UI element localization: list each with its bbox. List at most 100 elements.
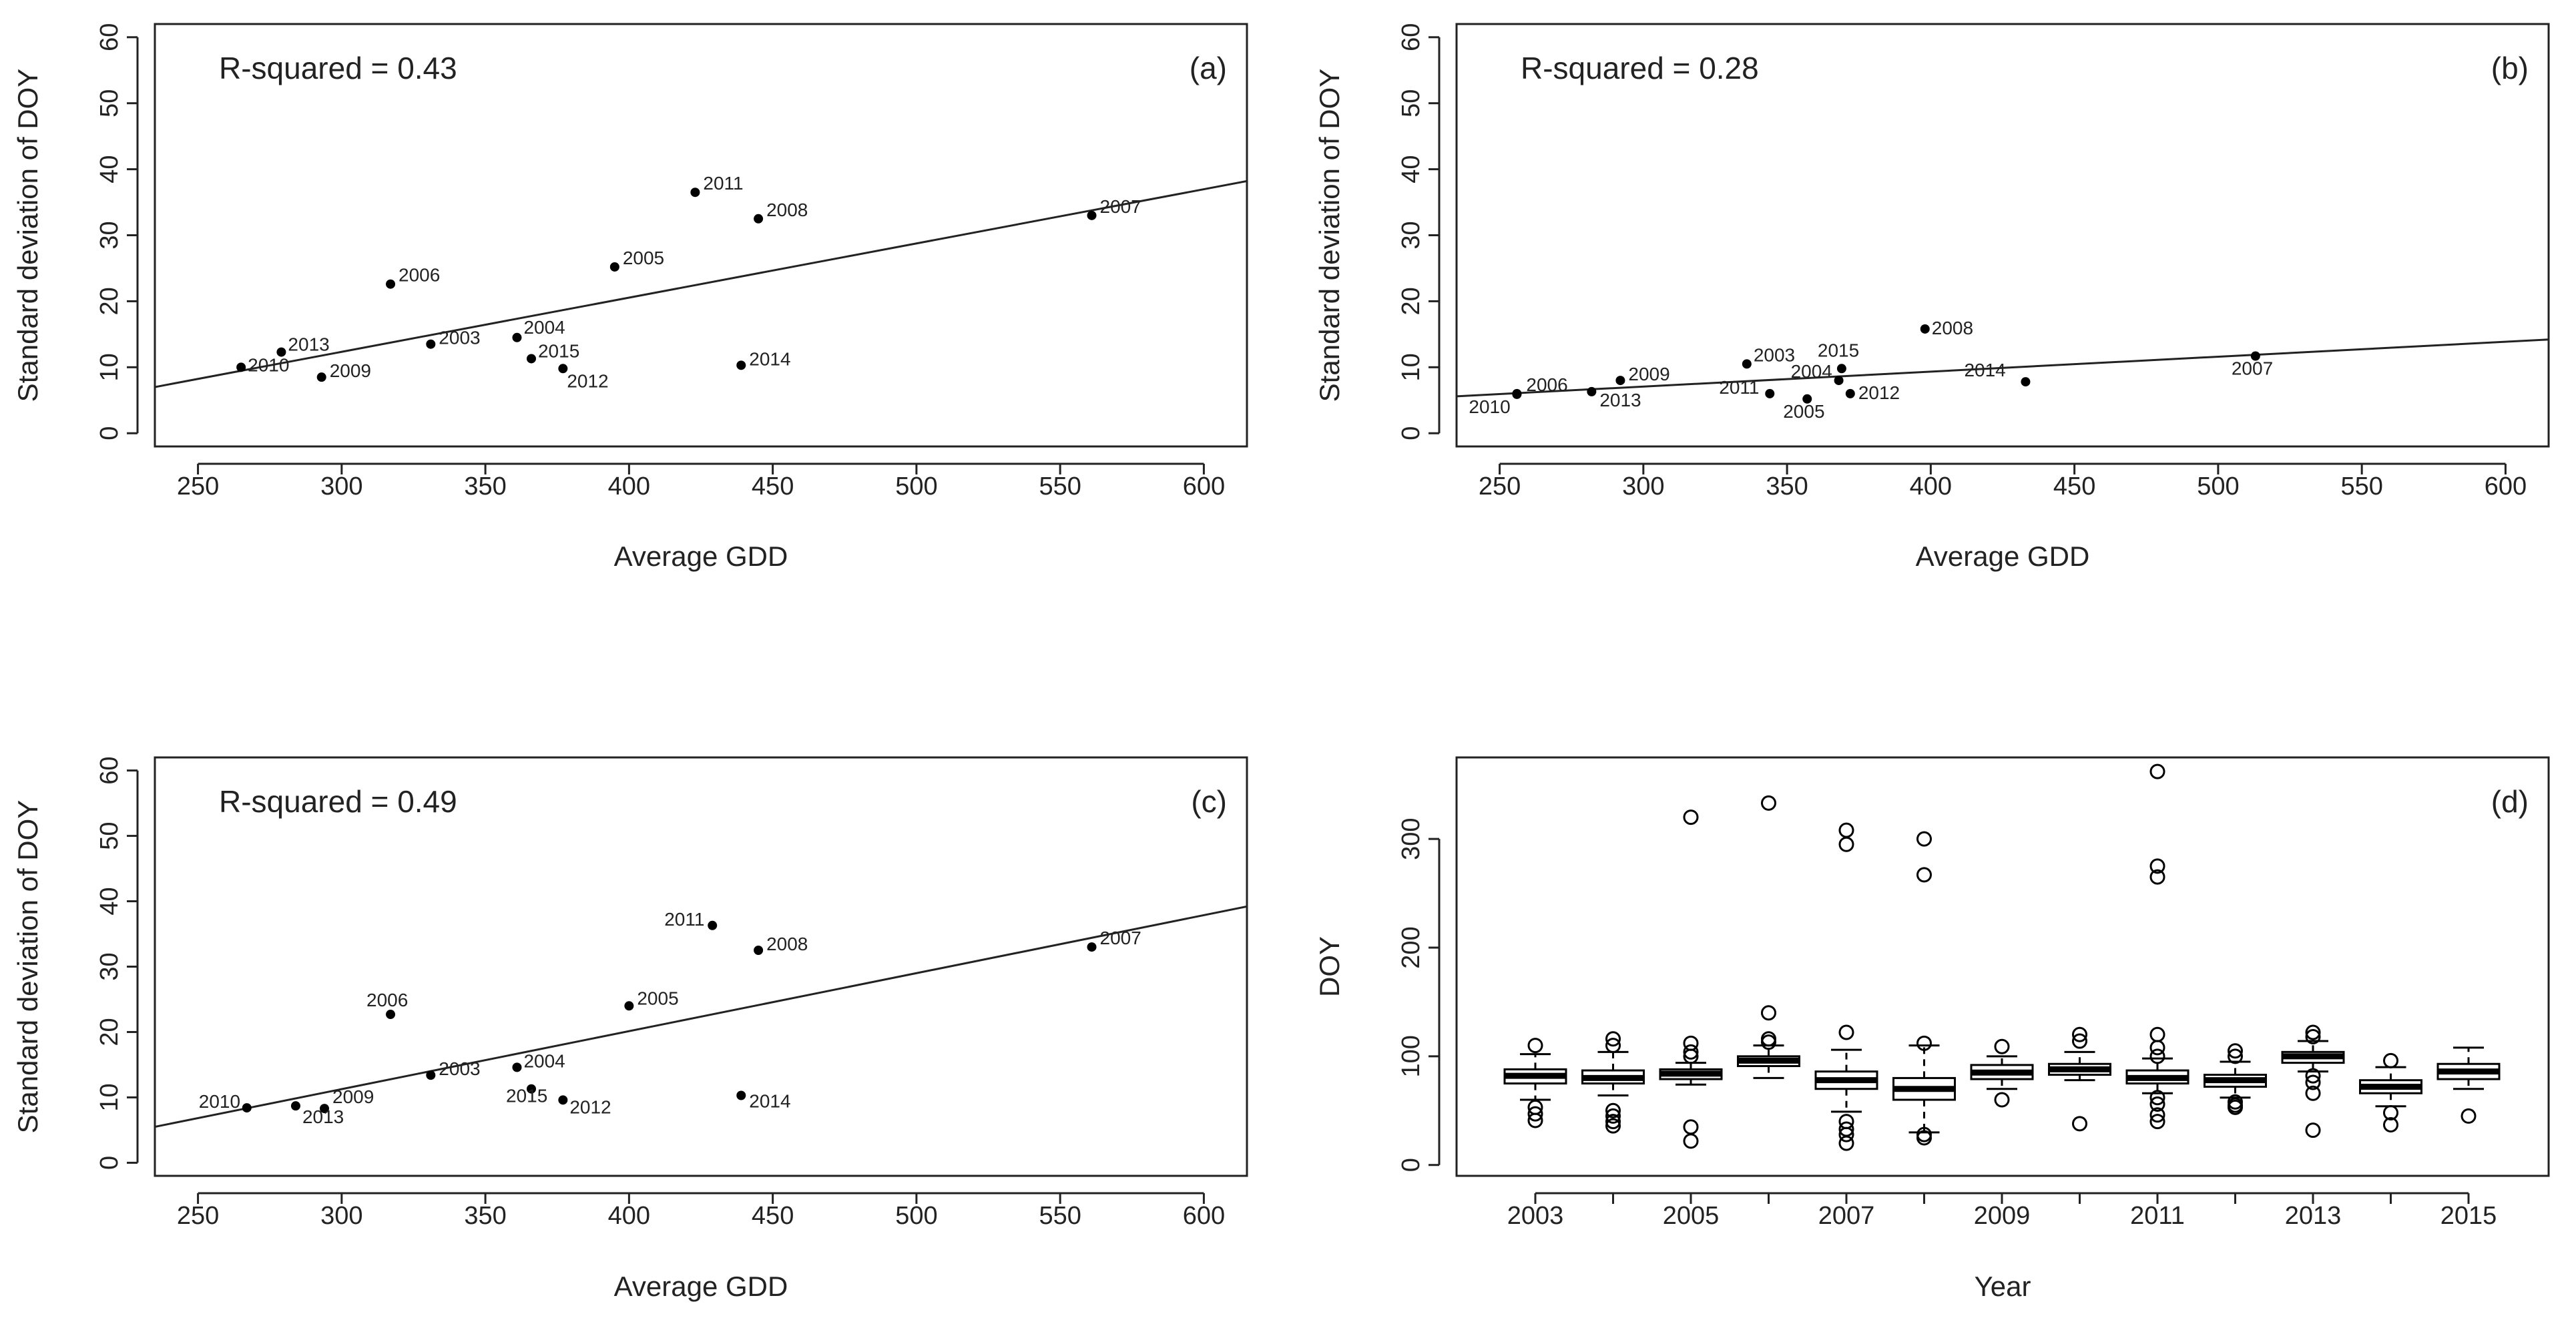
y-tick-label: 40: [1397, 155, 1425, 183]
point-label-2013: 2013: [302, 1106, 344, 1127]
point-label-2006: 2006: [366, 990, 408, 1010]
scatter-panel-0: 250 300 350 400 450 500 550 600 0 10 20 30 40 50 60 Ave…: [12, 23, 1248, 572]
outlier-2006: [1761, 1034, 1776, 1050]
point-label-2004: 2004: [523, 317, 565, 338]
x-tick-label: 2013: [2285, 1202, 2342, 1230]
x-axis-title: Year: [1975, 1271, 2031, 1302]
point-label-2011: 2011: [1719, 377, 1759, 398]
point-label-2006: 2006: [399, 265, 440, 286]
outlier-2014: [2383, 1105, 2398, 1121]
point-label-2007: 2007: [2232, 358, 2273, 378]
point-label-2011: 2011: [703, 173, 743, 194]
x-tick-label: 500: [895, 472, 937, 501]
y-tick-label: 20: [95, 287, 123, 315]
x-tick-label: 600: [1183, 1202, 1225, 1230]
outlier-2011: [2149, 1107, 2165, 1123]
scatter-panel-2: 250 300 350 400 450 500 550 600 0 10 20 30 40 50 60 Ave…: [12, 756, 1248, 1302]
x-tick-label: 500: [2197, 472, 2239, 501]
point-label-2005: 2005: [1783, 401, 1824, 422]
x-tick-label: 400: [608, 1202, 650, 1230]
y-axis-title: Standard deviation of DOY: [1314, 69, 1345, 402]
x-tick-label: 400: [1910, 472, 1952, 501]
panel-tag: (d): [2491, 784, 2529, 819]
outlier-2011: [2149, 763, 2165, 779]
data-point-2013: [1587, 386, 1597, 396]
outlier-2013: [2305, 1068, 2321, 1084]
outlier-2011: [2149, 1114, 2165, 1130]
data-point-2014: [736, 1090, 746, 1100]
data-point-2014: [2021, 377, 2031, 387]
y-tick-label: 0: [95, 426, 123, 440]
outlier-2005: [1683, 1119, 1699, 1135]
point-label-2012: 2012: [1858, 382, 1900, 403]
point-label-2010: 2010: [199, 1091, 240, 1112]
data-point-2005: [1802, 394, 1812, 404]
point-label-2003: 2003: [1754, 344, 1795, 365]
panel-tag: (b): [2491, 51, 2529, 85]
outlier-2006: [1761, 1005, 1776, 1021]
data-point-2007: [1087, 942, 1097, 952]
outlier-2010: [2072, 1116, 2087, 1132]
y-tick-label: 60: [1397, 23, 1425, 51]
x-tick-label: 300: [320, 1202, 362, 1230]
outlier-2005: [1683, 1048, 1699, 1064]
data-point-2010: [1512, 389, 1522, 399]
x-axis-title: Average GDD: [614, 541, 788, 572]
outlier-2013: [2305, 1024, 2321, 1040]
outlier-2011: [2149, 869, 2165, 885]
y-tick-label: 50: [95, 89, 123, 117]
x-tick-label: 450: [2053, 472, 2095, 501]
outlier-2005: [1683, 809, 1699, 825]
data-point-2003: [426, 1070, 436, 1080]
outlier-2007: [1838, 1135, 1854, 1151]
point-label-2003: 2003: [439, 1058, 480, 1079]
point-label-2014: 2014: [749, 1090, 790, 1111]
point-label-2012: 2012: [569, 1096, 611, 1117]
outlier-2014: [2383, 1052, 2398, 1068]
point-label-2006: 2006: [1526, 374, 1567, 395]
point-label-2015: 2015: [538, 340, 579, 361]
x-axis-title: Average GDD: [1916, 541, 2090, 572]
point-label-2004: 2004: [523, 1050, 565, 1071]
data-point-2005: [624, 1001, 634, 1011]
data-point-2007: [1087, 210, 1097, 220]
point-label-2008: 2008: [766, 934, 808, 954]
data-point-2015: [526, 354, 536, 364]
outlier-2008: [1916, 867, 1932, 883]
y-tick-label: 0: [1397, 426, 1425, 440]
data-point-2004: [512, 332, 522, 342]
outlier-2013: [2305, 1074, 2321, 1090]
outlier-2012: [2228, 1048, 2243, 1064]
x-tick-label: 350: [464, 1202, 506, 1230]
y-tick-label: 40: [95, 887, 123, 915]
x-tick-label: 550: [1039, 472, 1081, 501]
data-point-2011: [1765, 388, 1775, 398]
outlier-2007: [1838, 1024, 1854, 1040]
x-tick-label: 2009: [1974, 1202, 2031, 1230]
y-tick-label: 0: [95, 1156, 123, 1170]
outlier-2011: [2149, 1040, 2165, 1056]
x-tick-label: 2003: [1507, 1202, 1564, 1230]
outlier-2011: [2149, 1048, 2165, 1064]
point-label-2011: 2011: [664, 909, 704, 930]
box-panel-frame: [1455, 756, 2550, 1177]
data-point-2011: [708, 920, 718, 930]
point-label-2007: 2007: [1100, 196, 1141, 217]
outlier-2007: [1838, 836, 1854, 852]
data-point-2012: [558, 1095, 568, 1105]
outlier-2004: [1605, 1102, 1621, 1118]
x-tick-label: 250: [177, 472, 219, 501]
data-point-2007: [2250, 351, 2260, 361]
data-point-2015: [526, 1084, 536, 1094]
outlier-2008: [1916, 831, 1932, 847]
point-label-2013: 2013: [288, 334, 329, 355]
outlier-2013: [2305, 1085, 2321, 1101]
outlier-2009: [1994, 1092, 2010, 1108]
x-tick-label: 300: [1622, 472, 1664, 501]
outlier-2013: [2305, 1122, 2321, 1138]
scatter-panel-0-frame: [154, 23, 1248, 448]
x-tick-label: 600: [1183, 472, 1225, 501]
data-point-2012: [1845, 388, 1855, 398]
x-tick-label: 250: [1479, 472, 1521, 501]
